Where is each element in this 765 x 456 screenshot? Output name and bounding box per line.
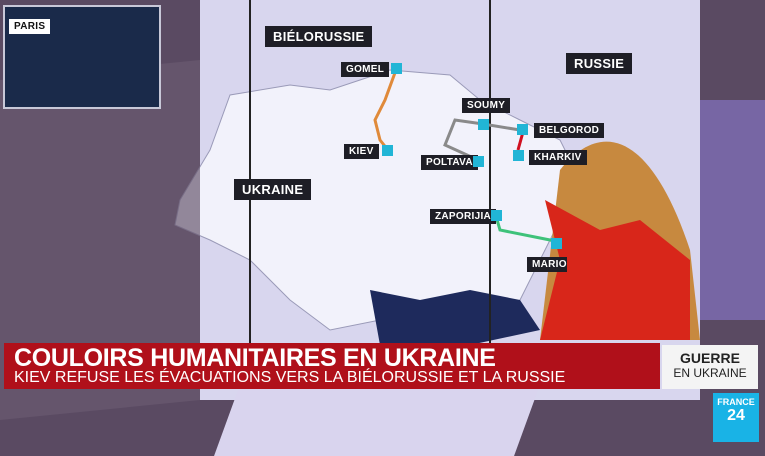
inset-city-label: PARIS [9, 19, 51, 34]
logo-line2: 24 [727, 407, 745, 424]
topic-tag-line1: GUERRE [680, 350, 740, 366]
city-marker [551, 238, 562, 249]
country-label-russia: RUSSIE [566, 53, 633, 74]
topic-tag: GUERRE EN UKRAINE [662, 345, 758, 389]
logo-line1: FRANCE [717, 397, 755, 407]
lower-third-banner: COULOIRS HUMANITAIRES EN UKRAINE KIEV RE… [4, 343, 660, 389]
city-marker [513, 150, 524, 161]
headline: COULOIRS HUMANITAIRES EN UKRAINE [14, 344, 496, 372]
city-marker [473, 156, 484, 167]
city-marker [382, 145, 393, 156]
world-inset-map: PARIS [3, 5, 161, 109]
city-label-marioupol: MARIOUPOL [527, 257, 567, 272]
city-marker [478, 119, 489, 130]
city-label-poltava: POLTAVA [421, 155, 478, 170]
city-marker [517, 124, 528, 135]
country-label-belarus: BIÉLORUSSIE [265, 26, 373, 47]
country-label-ukraine: UKRAINE [234, 179, 312, 200]
city-label-belgorod: BELGOROD [534, 123, 605, 138]
subheadline: KIEV REFUSE LES ÉVACUATIONS VERS LA BIÉL… [14, 369, 566, 386]
city-marker [391, 63, 402, 74]
city-label-kharkiv: KHARKIV [529, 150, 587, 165]
city-marker [491, 210, 502, 221]
city-label-zaporijia: ZAPORIJIA [430, 209, 497, 224]
topic-tag-line2: EN UKRAINE [673, 366, 747, 380]
france24-logo: FRANCE 24 [713, 393, 759, 442]
city-label-soumy: SOUMY [462, 98, 511, 113]
city-label-gomel: GOMEL [341, 62, 390, 77]
city-label-kiev: KIEV [344, 144, 379, 159]
